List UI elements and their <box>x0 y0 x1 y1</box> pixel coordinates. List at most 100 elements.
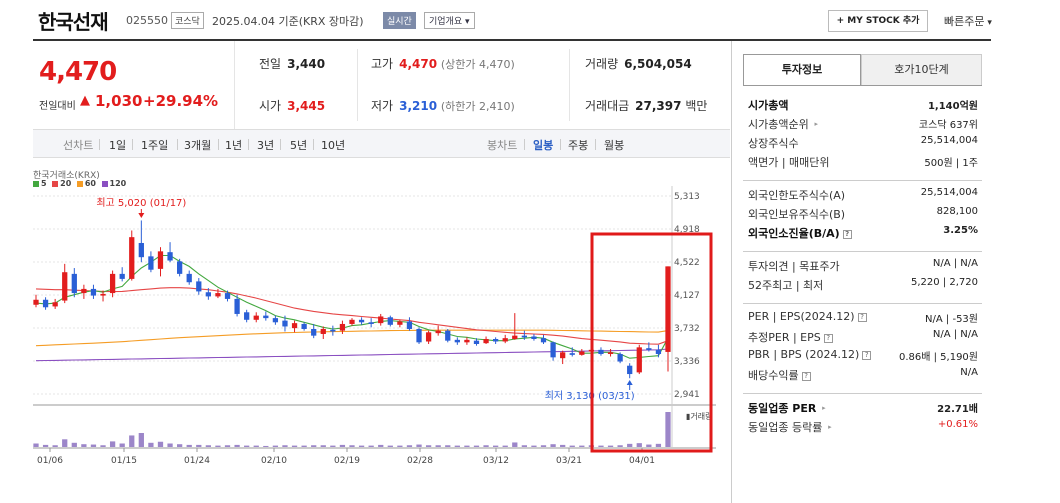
volume-bar <box>215 445 221 447</box>
volume-bar <box>301 445 307 447</box>
period-3m[interactable]: 3개월 <box>184 139 212 152</box>
divider <box>280 139 281 150</box>
volume-bar <box>550 444 556 447</box>
volume-bar <box>512 442 518 447</box>
candle-body <box>646 348 652 350</box>
info-value: N/A | -53원 <box>925 314 978 325</box>
help-icon[interactable]: ? <box>801 371 811 381</box>
realtime-badge[interactable]: 실시간 <box>383 12 416 29</box>
legend-label: 60 <box>84 179 96 188</box>
info-value: N/A | N/A <box>932 258 978 269</box>
volume-bar <box>406 445 413 447</box>
stat-value: 4,470 <box>399 57 438 71</box>
candle-body <box>358 319 365 323</box>
divider <box>177 139 178 150</box>
line-chart-label[interactable]: 선차트 <box>63 139 94 152</box>
candle-body <box>253 315 259 320</box>
candle-body <box>416 328 422 343</box>
candle-body <box>52 302 58 307</box>
volume-bar <box>540 445 547 447</box>
candle-chart-label[interactable]: 봉차트 <box>487 139 518 152</box>
volume-bar <box>636 443 642 447</box>
price-change: 1,030 <box>95 92 143 110</box>
period-1w[interactable]: 1주일 <box>141 139 169 152</box>
volume-bar <box>157 441 164 447</box>
chevron-right-icon[interactable]: ▸ <box>814 119 818 128</box>
legend-label: 20 <box>60 179 72 188</box>
add-mystock-button[interactable]: + MY STOCK 추가 <box>828 10 928 32</box>
tab-invest-info[interactable]: 투자정보 <box>743 54 861 86</box>
chevron-right-icon[interactable]: ▸ <box>822 403 826 412</box>
candle-body <box>129 237 135 279</box>
info-key: 시가총액순위 ▸ <box>748 116 821 132</box>
ma20-line <box>35 287 669 345</box>
info-row: 외국인소진율(B/A)? 3.25% <box>748 225 978 243</box>
candle-body <box>100 293 106 296</box>
volume-bar <box>483 445 489 447</box>
stat-value: 3,210 <box>399 99 438 113</box>
period-1d[interactable]: 1일 <box>109 139 127 152</box>
volume-bar <box>119 443 125 447</box>
chart-toolbar: 선차트 1일 1주일 3개월 1년 3년 5년 10년 봉차트 일봉 주봉 월봉 <box>33 129 730 158</box>
candle-body <box>560 352 566 359</box>
volume-bar <box>617 445 623 447</box>
stock-name: 한국선재 <box>38 10 109 34</box>
candlestick-chart[interactable]: 5,313 4,918 4,522 4,127 3,732 3,336 2,941 01/06… <box>0 0 731 503</box>
volume-bar <box>42 444 49 447</box>
info-key: 동일업종 PER ▸ <box>748 400 828 416</box>
period-1y[interactable]: 1년 <box>225 139 243 152</box>
candle-body <box>397 321 403 325</box>
current-price: 4,470 <box>39 57 117 87</box>
y-tick-label: 5,313 <box>674 192 700 202</box>
help-icon[interactable]: ? <box>857 312 867 322</box>
chevron-right-icon[interactable]: ▸ <box>828 422 832 431</box>
info-key: 시가총액 <box>748 99 789 112</box>
corp-info-dropdown[interactable]: 기업개요 ▾ <box>424 12 475 29</box>
info-value: 1,140억원 <box>927 101 978 112</box>
quick-order-button[interactable]: 빠른주문 ▾ <box>944 13 992 29</box>
divider <box>132 139 133 150</box>
help-icon[interactable]: ? <box>823 333 833 343</box>
tab-monthly[interactable]: 월봉 <box>604 139 625 152</box>
info-row: 시가총액 1,140억원 <box>748 97 978 115</box>
volume-bar <box>493 445 499 447</box>
tab-order-book[interactable]: 호가10단계 <box>861 54 982 86</box>
info-row: 시가총액순위 ▸ 코스닥 637위 <box>748 116 978 134</box>
info-key: 동일업종 등락률 ▸ <box>748 419 834 435</box>
corp-info-label: 기업개요 <box>429 17 463 27</box>
volume-bar <box>148 442 154 447</box>
legend-swatch <box>76 180 83 187</box>
volume-bar <box>205 445 211 447</box>
info-value: 25,514,004 <box>920 135 978 146</box>
volume-bar <box>81 444 87 447</box>
period-3y[interactable]: 3년 <box>257 139 275 152</box>
legend-swatch <box>101 180 108 187</box>
amount-unit: 백만 <box>685 99 708 113</box>
help-icon[interactable]: ? <box>862 350 872 360</box>
stat-label: 거래량 <box>585 57 619 71</box>
volume-bar <box>358 445 365 447</box>
candle-body <box>119 273 125 279</box>
tab-daily[interactable]: 일봉 <box>533 139 554 152</box>
y-tick-label: 3,732 <box>674 324 700 334</box>
stat-label: 저가 <box>371 99 394 113</box>
volume-bar <box>177 444 183 447</box>
volume-bar <box>569 445 575 447</box>
stock-header: 한국선재 025550 코스닥 2025.04.04 기준(KRX 장마감) 실… <box>0 0 1000 40</box>
candle-body <box>177 261 183 274</box>
volume-bar <box>311 445 317 447</box>
info-key: 액면가 | 매매단위 <box>748 156 830 169</box>
candle-body <box>627 365 633 375</box>
candle-body <box>215 293 221 297</box>
tab-weekly[interactable]: 주봉 <box>568 139 589 152</box>
info-row: 투자의견 | 목표주가 N/A | N/A <box>748 258 978 276</box>
period-5y[interactable]: 5년 <box>290 139 308 152</box>
candle-body <box>445 330 451 341</box>
info-value: 828,100 <box>936 206 978 217</box>
candle-body <box>263 315 269 319</box>
help-icon[interactable]: ? <box>842 229 852 239</box>
high-arrow-head <box>138 213 145 218</box>
candle-body <box>435 330 441 334</box>
info-value: 3.25% <box>943 225 978 236</box>
period-10y[interactable]: 10년 <box>321 139 346 152</box>
